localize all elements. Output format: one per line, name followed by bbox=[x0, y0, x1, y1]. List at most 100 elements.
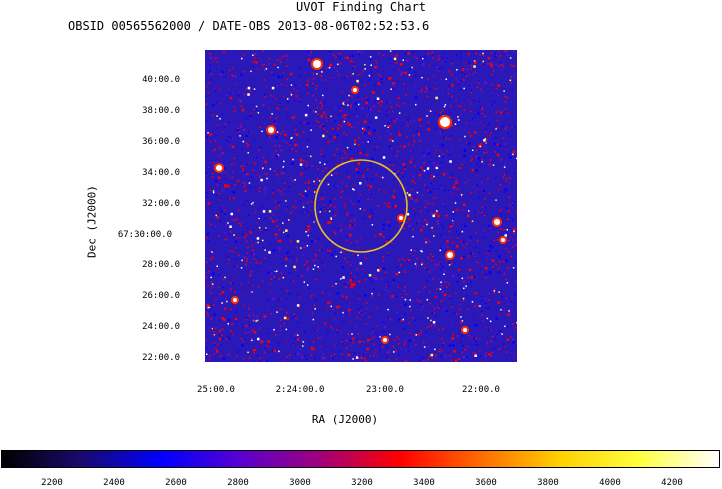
noise-pixel bbox=[470, 68, 472, 70]
noise-pixel bbox=[382, 92, 384, 94]
noise-pixel bbox=[488, 353, 491, 356]
noise-pixel bbox=[500, 347, 502, 349]
noise-pixel bbox=[246, 260, 248, 262]
noise-pixel bbox=[368, 79, 371, 81]
noise-pixel bbox=[282, 166, 285, 168]
noise-pixel bbox=[389, 102, 391, 104]
noise-pixel bbox=[411, 179, 414, 183]
noise-pixel bbox=[224, 213, 226, 215]
noise-pixel bbox=[240, 283, 242, 285]
noise-pixel bbox=[210, 287, 213, 289]
noise-pixel bbox=[225, 76, 227, 78]
noise-pixel bbox=[438, 350, 440, 353]
noise-pixel bbox=[342, 295, 344, 298]
noise-pixel bbox=[302, 241, 304, 243]
noise-pixel bbox=[221, 328, 224, 330]
noise-pixel bbox=[347, 341, 349, 344]
noise-pixel bbox=[483, 63, 485, 66]
noise-pixel bbox=[451, 73, 453, 76]
noise-pixel bbox=[353, 139, 357, 143]
noise-pixel bbox=[367, 141, 369, 143]
noise-pixel bbox=[306, 245, 309, 247]
noise-pixel bbox=[418, 173, 422, 177]
noise-pixel bbox=[261, 64, 264, 67]
noise-pixel bbox=[254, 53, 256, 55]
noise-pixel bbox=[400, 319, 402, 321]
noise-pixel bbox=[223, 307, 226, 309]
noise-pixel bbox=[387, 350, 389, 353]
noise-pixel bbox=[284, 194, 287, 196]
noise-pixel bbox=[344, 152, 346, 154]
noise-pixel bbox=[479, 338, 481, 340]
noise-pixel bbox=[286, 78, 288, 81]
noise-pixel bbox=[499, 271, 501, 274]
noise-pixel bbox=[346, 170, 348, 173]
noise-pixel bbox=[401, 296, 403, 299]
noise-pixel bbox=[352, 67, 354, 69]
noise-pixel bbox=[281, 55, 284, 58]
noise-pixel bbox=[265, 68, 268, 70]
noise-pixel bbox=[480, 295, 483, 297]
colorbar-tick: 2800 bbox=[227, 478, 249, 488]
noise-pixel bbox=[316, 178, 318, 180]
noise-pixel bbox=[218, 274, 221, 277]
noise-pixel bbox=[273, 63, 276, 66]
noise-pixel bbox=[389, 333, 391, 336]
noise-pixel bbox=[419, 125, 421, 127]
noise-pixel bbox=[502, 60, 505, 62]
noise-pixel bbox=[440, 234, 442, 236]
noise-pixel bbox=[504, 171, 506, 174]
noise-pixel bbox=[345, 197, 348, 200]
noise-pixel bbox=[351, 278, 354, 280]
noise-pixel bbox=[207, 132, 209, 134]
noise-pixel bbox=[345, 161, 347, 163]
y-tick: 34:00.0 bbox=[142, 168, 180, 178]
noise-pixel bbox=[304, 355, 306, 357]
noise-pixel bbox=[426, 167, 430, 170]
noise-pixel bbox=[246, 227, 248, 230]
noise-pixel bbox=[296, 240, 300, 243]
noise-pixel bbox=[387, 121, 390, 124]
noise-pixel bbox=[310, 354, 313, 356]
noise-pixel bbox=[241, 233, 244, 235]
noise-pixel bbox=[356, 109, 358, 111]
noise-pixel bbox=[262, 167, 264, 169]
noise-pixel bbox=[448, 70, 452, 73]
noise-pixel bbox=[307, 139, 310, 142]
noise-pixel bbox=[263, 172, 266, 175]
noise-pixel bbox=[220, 219, 222, 222]
noise-pixel bbox=[418, 219, 420, 222]
noise-pixel bbox=[326, 130, 329, 133]
noise-pixel bbox=[360, 312, 363, 315]
noise-pixel bbox=[344, 283, 346, 285]
noise-pixel bbox=[430, 353, 434, 357]
noise-pixel bbox=[284, 140, 287, 142]
noise-pixel bbox=[505, 297, 508, 300]
noise-pixel bbox=[452, 344, 455, 347]
noise-pixel bbox=[461, 320, 464, 322]
noise-pixel bbox=[296, 90, 299, 93]
noise-pixel bbox=[271, 272, 273, 275]
noise-pixel bbox=[217, 57, 220, 59]
noise-pixel bbox=[409, 120, 412, 123]
noise-pixel bbox=[393, 339, 396, 341]
noise-pixel bbox=[422, 287, 424, 289]
noise-pixel bbox=[488, 224, 491, 228]
noise-pixel bbox=[273, 350, 276, 352]
noise-pixel bbox=[205, 172, 208, 174]
noise-pixel bbox=[403, 145, 406, 148]
noise-pixel bbox=[452, 193, 454, 195]
noise-pixel bbox=[421, 250, 423, 253]
y-tick: 36:00.0 bbox=[142, 137, 180, 147]
noise-pixel bbox=[236, 265, 238, 267]
noise-pixel bbox=[362, 141, 364, 144]
noise-pixel bbox=[333, 54, 335, 56]
noise-pixel bbox=[401, 258, 404, 260]
noise-pixel bbox=[272, 123, 274, 126]
noise-pixel bbox=[364, 279, 367, 281]
noise-pixel bbox=[423, 359, 425, 362]
noise-pixel bbox=[303, 281, 306, 283]
noise-pixel bbox=[396, 150, 399, 153]
noise-pixel bbox=[410, 196, 413, 200]
noise-pixel bbox=[319, 336, 322, 339]
